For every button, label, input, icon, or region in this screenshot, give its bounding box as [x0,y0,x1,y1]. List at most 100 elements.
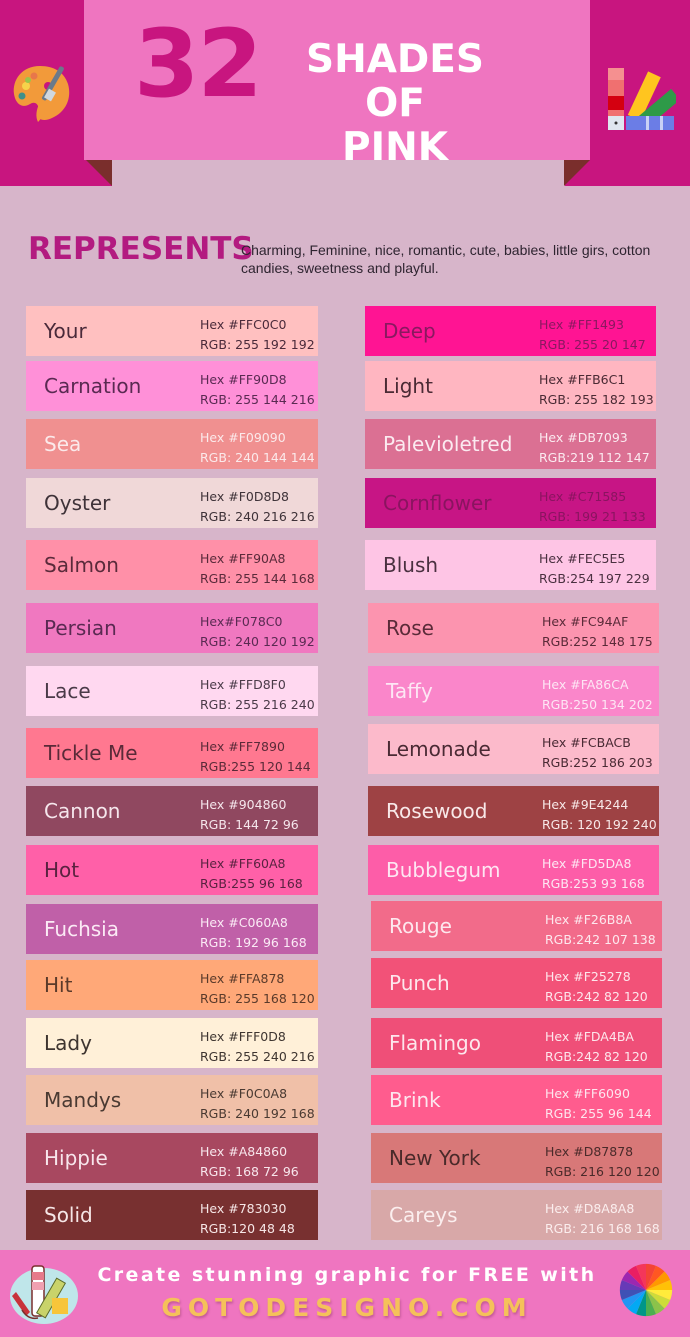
swatch-name: Rose [386,616,434,640]
swatch-name: New York [389,1146,481,1170]
swatch-name: Tickle Me [44,741,138,765]
swatch-rgb: RGB:252 148 175 [542,634,653,649]
swatch-codes: Hex #9E4244 RGB: 120 192 240 [542,795,657,835]
swatch-name: Solid [44,1203,93,1227]
page-title: SHADES OF PINK [270,38,520,170]
color-swatch-flamingo: Flamingo Hex #FDA4BA RGB:242 82 120 [371,1018,662,1068]
color-swatch-hot: Hot Hex #FF60A8 RGB:255 96 168 [26,845,318,895]
swatch-hex: Hex #D87878 [545,1144,634,1159]
swatch-rgb: RGB:254 197 229 [539,571,650,586]
swatch-codes: Hex #FFC0C0 RGB: 255 192 192 [200,315,315,355]
swatch-codes: Hex #904860 RGB: 144 72 96 [200,795,299,835]
swatch-name: Sea [44,432,82,456]
swatch-codes: Hex #783030 RGB:120 48 48 [200,1199,295,1239]
swatch-hex: Hex #FFB6C1 [539,372,626,387]
title-banner [84,0,590,160]
swatch-name: Brink [389,1088,441,1112]
swatch-rgb: RGB: 199 21 133 [539,509,646,524]
title-line-2: PINK [342,125,448,170]
paint-palette-icon [13,66,70,122]
design-tools-icon [10,1265,78,1324]
color-swatch-hit: Hit Hex #FFA878 RGB: 255 168 120 [26,960,318,1010]
swatch-codes: Hex #FA86CA RGB:250 134 202 [542,675,653,715]
swatch-name: Taffy [386,679,433,703]
swatch-hex: Hex #FD5DA8 [542,856,632,871]
swatch-rgb: RGB:255 96 168 [200,876,303,891]
swatch-rgb: RGB: 240 144 144 [200,450,315,465]
swatch-hex: Hex #FF1493 [539,317,624,332]
color-swatch-tickle-me: Tickle Me Hex #FF7890 RGB:255 120 144 [26,728,318,778]
swatch-rgb: RGB:219 112 147 [539,450,650,465]
swatch-rgb: RGB: 255 168 120 [200,991,315,1006]
color-swatch-brink: Brink Hex #FF6090 RGB: 255 96 144 [371,1075,662,1125]
swatch-rgb: RGB:242 107 138 [545,932,656,947]
swatch-name: Palevioletred [383,432,513,456]
swatch-rgb: RGB: 255 144 168 [200,571,315,586]
color-swatch-rouge: Rouge Hex #F26B8A RGB:242 107 138 [371,901,662,951]
swatch-rgb: RGB: 255 144 216 [200,392,315,407]
swatch-codes: Hex #FFA878 RGB: 255 168 120 [200,969,315,1009]
color-swatch-carnation: Carnation Hex #FF90D8 RGB: 255 144 216 [26,361,318,411]
swatch-codes: Hex #F0C0A8 RGB: 240 192 168 [200,1084,315,1124]
swatch-name: Rouge [389,914,452,938]
represents-description: Charming, Feminine, nice, romantic, cute… [241,242,651,276]
swatch-hex: Hex #A84860 [200,1144,288,1159]
swatch-hex: Hex#F078C0 [200,614,283,629]
swatch-hex: Hex #FF90D8 [200,372,287,387]
swatch-rgb: RGB: 255 192 192 [200,337,315,352]
swatch-codes: Hex #C71585 RGB: 199 21 133 [539,487,646,527]
color-swatch-palevioletred: Palevioletred Hex #DB7093 RGB:219 112 147 [365,419,656,469]
color-wheel-icon [619,1263,673,1317]
swatch-name: Hot [44,858,80,882]
swatch-hex: Hex #F0D8D8 [200,489,290,504]
swatch-name: Lemonade [386,737,491,761]
swatch-hex: Hex #FA86CA [542,677,629,692]
swatch-codes: Hex #A84860 RGB: 168 72 96 [200,1142,299,1182]
swatch-codes: Hex #D87878 RGB: 216 120 120 [545,1142,660,1182]
color-swatch-rosewood: Rosewood Hex #9E4244 RGB: 120 192 240 [368,786,659,836]
swatch-rgb: RGB: 255 240 216 [200,1049,315,1064]
swatch-name: Blush [383,553,439,577]
swatch-rgb: RGB: 168 72 96 [200,1164,299,1179]
swatch-rgb: RGB:253 93 168 [542,876,645,891]
swatch-name: Light [383,374,433,398]
swatch-name: Cannon [44,799,121,823]
swatch-hex: Hex #F09090 [200,430,286,445]
swatch-name: Rosewood [386,799,488,823]
color-swatch-mandys: Mandys Hex #F0C0A8 RGB: 240 192 168 [26,1075,318,1125]
color-swatch-punch: Punch Hex #F25278 RGB:242 82 120 [371,958,662,1008]
swatch-hex: Hex #9E4244 [542,797,629,812]
swatch-hex: Hex #C71585 [539,489,627,504]
color-swatch-persian: Persian Hex#F078C0 RGB: 240 120 192 [26,603,318,653]
swatch-hex: Hex #FF60A8 [200,856,286,871]
swatch-codes: Hex #FD5DA8 RGB:253 93 168 [542,854,645,894]
color-swatch-lace: Lace Hex #FFD8F0 RGB: 255 216 240 [26,666,318,716]
color-swatch-blush: Blush Hex #FEC5E5 RGB:254 197 229 [365,540,656,590]
swatch-rgb: RGB:252 186 203 [542,755,653,770]
swatch-rgb: RGB:250 134 202 [542,697,653,712]
color-swatch-deep: Deep Hex #FF1493 RGB: 255 20 147 [365,306,656,356]
swatch-name: Persian [44,616,117,640]
swatch-codes: Hex #D8A8A8 RGB: 216 168 168 [545,1199,660,1239]
swatch-hex: Hex #904860 [200,797,287,812]
swatch-rgb: RGB:242 82 120 [545,1049,648,1064]
color-swatch-your: Your Hex #FFC0C0 RGB: 255 192 192 [26,306,318,356]
swatch-codes: Hex #DB7093 RGB:219 112 147 [539,428,650,468]
swatch-codes: Hex #F0D8D8 RGB: 240 216 216 [200,487,315,527]
swatch-codes: Hex #F09090 RGB: 240 144 144 [200,428,315,468]
color-swatch-solid: Solid Hex #783030 RGB:120 48 48 [26,1190,318,1240]
swatch-rgb: RGB:120 48 48 [200,1221,295,1236]
swatch-hex: Hex #C060A8 [200,915,288,930]
swatch-rgb: RGB: 192 96 168 [200,935,307,950]
swatch-codes: Hex #FF7890 RGB:255 120 144 [200,737,311,777]
swatch-rgb: RGB: 144 72 96 [200,817,299,832]
swatch-hex: Hex #FF6090 [545,1086,630,1101]
swatch-codes: Hex #FF6090 RGB: 255 96 144 [545,1084,652,1124]
swatch-name: Oyster [44,491,111,515]
swatch-rgb: RGB: 240 216 216 [200,509,315,524]
swatch-name: Bubblegum [386,858,501,882]
footer-website-link[interactable]: GOTODESIGNO.COM [161,1293,533,1322]
swatch-hex: Hex #FCBACB [542,735,631,750]
swatch-codes: Hex #F25278 RGB:242 82 120 [545,967,648,1007]
swatch-name: Flamingo [389,1031,481,1055]
